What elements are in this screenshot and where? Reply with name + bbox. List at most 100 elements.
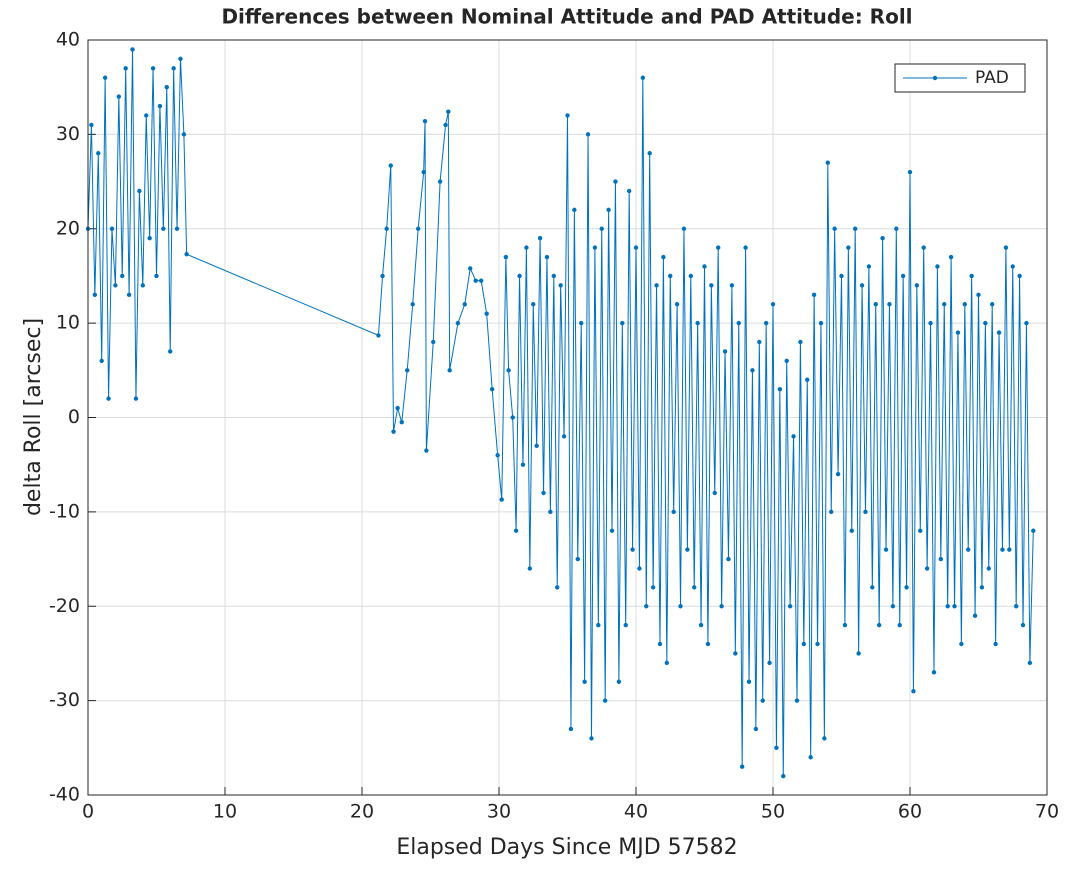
x-axis-label: Elapsed Days Since MJD 57582	[396, 835, 737, 860]
data-point	[174, 226, 180, 231]
data-point	[140, 283, 145, 288]
data-point	[520, 462, 526, 467]
data-point	[777, 386, 783, 392]
data-point	[561, 434, 567, 439]
data-point	[602, 698, 608, 703]
data-point	[537, 235, 543, 241]
data-point	[729, 283, 735, 288]
y-tick-label: 10	[56, 312, 80, 334]
data-point	[1027, 660, 1033, 666]
data-point	[938, 556, 944, 562]
data-point	[811, 292, 817, 298]
data-point	[527, 566, 533, 571]
data-point	[503, 254, 509, 260]
data-point	[781, 773, 786, 779]
data-point	[942, 302, 947, 307]
data-point	[384, 226, 389, 231]
data-point	[484, 311, 489, 316]
data-point	[897, 622, 902, 628]
data-point	[606, 207, 611, 213]
data-point	[551, 273, 556, 279]
data-point	[130, 47, 135, 52]
data-point	[154, 273, 159, 279]
data-point	[743, 245, 748, 250]
data-point	[147, 235, 152, 241]
data-point	[421, 169, 426, 175]
data-point	[808, 755, 813, 760]
data-point	[510, 415, 515, 420]
data-point	[750, 368, 755, 373]
data-point	[388, 163, 393, 168]
data-point	[873, 302, 878, 307]
data-point	[644, 604, 649, 609]
data-point	[818, 320, 824, 326]
data-point	[410, 302, 415, 307]
data-point	[657, 641, 663, 647]
data-point	[753, 726, 759, 732]
data-point	[399, 420, 404, 425]
data-point	[133, 396, 139, 401]
x-tick-label: 0	[82, 801, 94, 823]
data-point	[380, 273, 385, 279]
x-tick-label: 30	[487, 801, 511, 823]
data-point	[976, 292, 981, 298]
data-point	[376, 333, 381, 338]
data-point	[685, 547, 690, 552]
data-point	[616, 679, 622, 684]
data-point	[986, 566, 991, 571]
data-point	[887, 302, 892, 307]
data-point	[109, 226, 115, 231]
data-point	[1020, 622, 1026, 628]
data-point	[853, 226, 858, 231]
data-point	[835, 471, 841, 477]
data-point	[664, 660, 670, 666]
data-line	[87, 49, 1034, 777]
x-tick-label: 60	[898, 801, 922, 823]
data-point	[746, 679, 752, 684]
data-point	[678, 604, 683, 609]
data-point	[123, 66, 128, 71]
data-point	[671, 509, 676, 515]
data-point	[918, 528, 923, 533]
data-point	[102, 75, 108, 80]
data-point	[722, 349, 728, 354]
data-point	[178, 56, 183, 62]
data-point	[832, 226, 837, 231]
data-point	[517, 273, 522, 279]
data-point	[120, 273, 125, 279]
data-point	[395, 405, 400, 411]
data-point	[870, 585, 875, 590]
data-point	[787, 604, 793, 609]
data-point	[712, 490, 717, 496]
data-point	[99, 358, 104, 364]
data-point	[695, 320, 700, 326]
data-point	[633, 245, 639, 250]
data-point	[126, 292, 132, 298]
data-point	[531, 302, 536, 307]
data-point	[846, 245, 851, 250]
data-point	[137, 188, 142, 194]
data-point	[447, 368, 452, 373]
data-point	[900, 273, 906, 279]
legend-box	[894, 63, 1026, 93]
y-tick-label: -20	[49, 595, 80, 617]
data-point	[161, 226, 166, 231]
data-point	[424, 448, 429, 453]
axes-box	[87, 39, 1048, 796]
data-point	[473, 278, 478, 283]
data-point	[513, 528, 519, 533]
data-point	[572, 207, 577, 213]
data-point	[405, 368, 410, 373]
data-point	[849, 528, 854, 533]
data-point	[468, 266, 473, 271]
data-point	[443, 122, 448, 128]
data-point	[1017, 273, 1022, 279]
data-point	[822, 736, 827, 741]
data-point	[798, 339, 803, 345]
data-point	[911, 688, 916, 694]
data-point	[113, 283, 118, 288]
x-tick-label: 50	[761, 801, 785, 823]
data-point	[495, 453, 500, 458]
data-point	[794, 698, 800, 703]
data-point	[674, 302, 680, 307]
